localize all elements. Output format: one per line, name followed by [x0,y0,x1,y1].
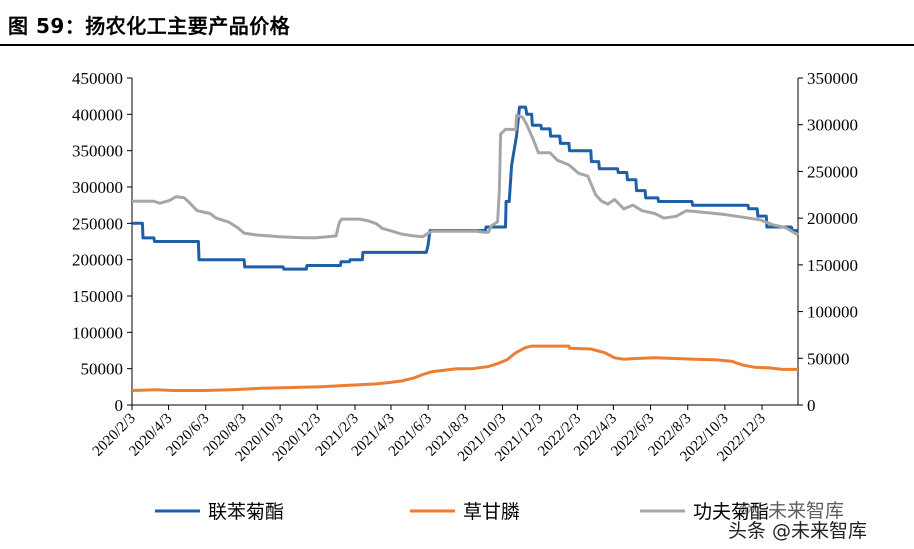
right-y-tick-label: 250000 [807,162,858,181]
left-y-tick-label: 50000 [81,360,124,379]
right-y-tick-label: 350000 [807,69,858,88]
legend-label: 功夫菊酯 [693,501,769,523]
left-y-tick-label: 200000 [72,251,123,270]
legend-label: 联苯菊酯 [208,501,284,523]
series-layer [131,105,799,392]
figure-title: 图 59：扬农化工主要产品价格 [8,14,291,38]
series-line-草甘膦 [131,344,798,392]
right-y-tick-label: 150000 [807,256,858,275]
legend: 联苯菊酯 草甘膦 功夫菊酯 [155,501,769,523]
left-y-tick-label: 0 [115,396,124,415]
left-y-tick-label: 400000 [72,105,123,124]
right-y-tick-label: 100000 [807,303,858,322]
legend-label: 草甘膦 [463,501,520,523]
watermark-top: 未来智库 [768,500,845,522]
left-y-tick-label: 450000 [72,69,123,88]
right-y-tick-label: 300000 [807,116,858,135]
axes-layer: 0 50000 100000 150000 200000 250000 300000 3500… [72,69,858,465]
right-y-tick-label: 50000 [807,349,850,368]
title-divider [0,44,914,46]
wechat-icon: ⊛ [738,498,754,519]
series-line-功夫菊酯 [132,113,799,240]
left-y-tick-label: 250000 [72,214,123,233]
right-y-tick-label: 200000 [807,209,858,228]
left-y-tick-label: 350000 [72,142,123,161]
left-y-tick-label: 150000 [72,287,123,306]
series-line-联苯菊酯 [132,105,798,271]
right-y-tick-label: 0 [807,396,816,415]
watermark-bottom: 头条 @未来智库 [728,520,868,542]
left-y-tick-label: 100000 [72,323,123,342]
left-y-tick-label: 300000 [72,178,123,197]
